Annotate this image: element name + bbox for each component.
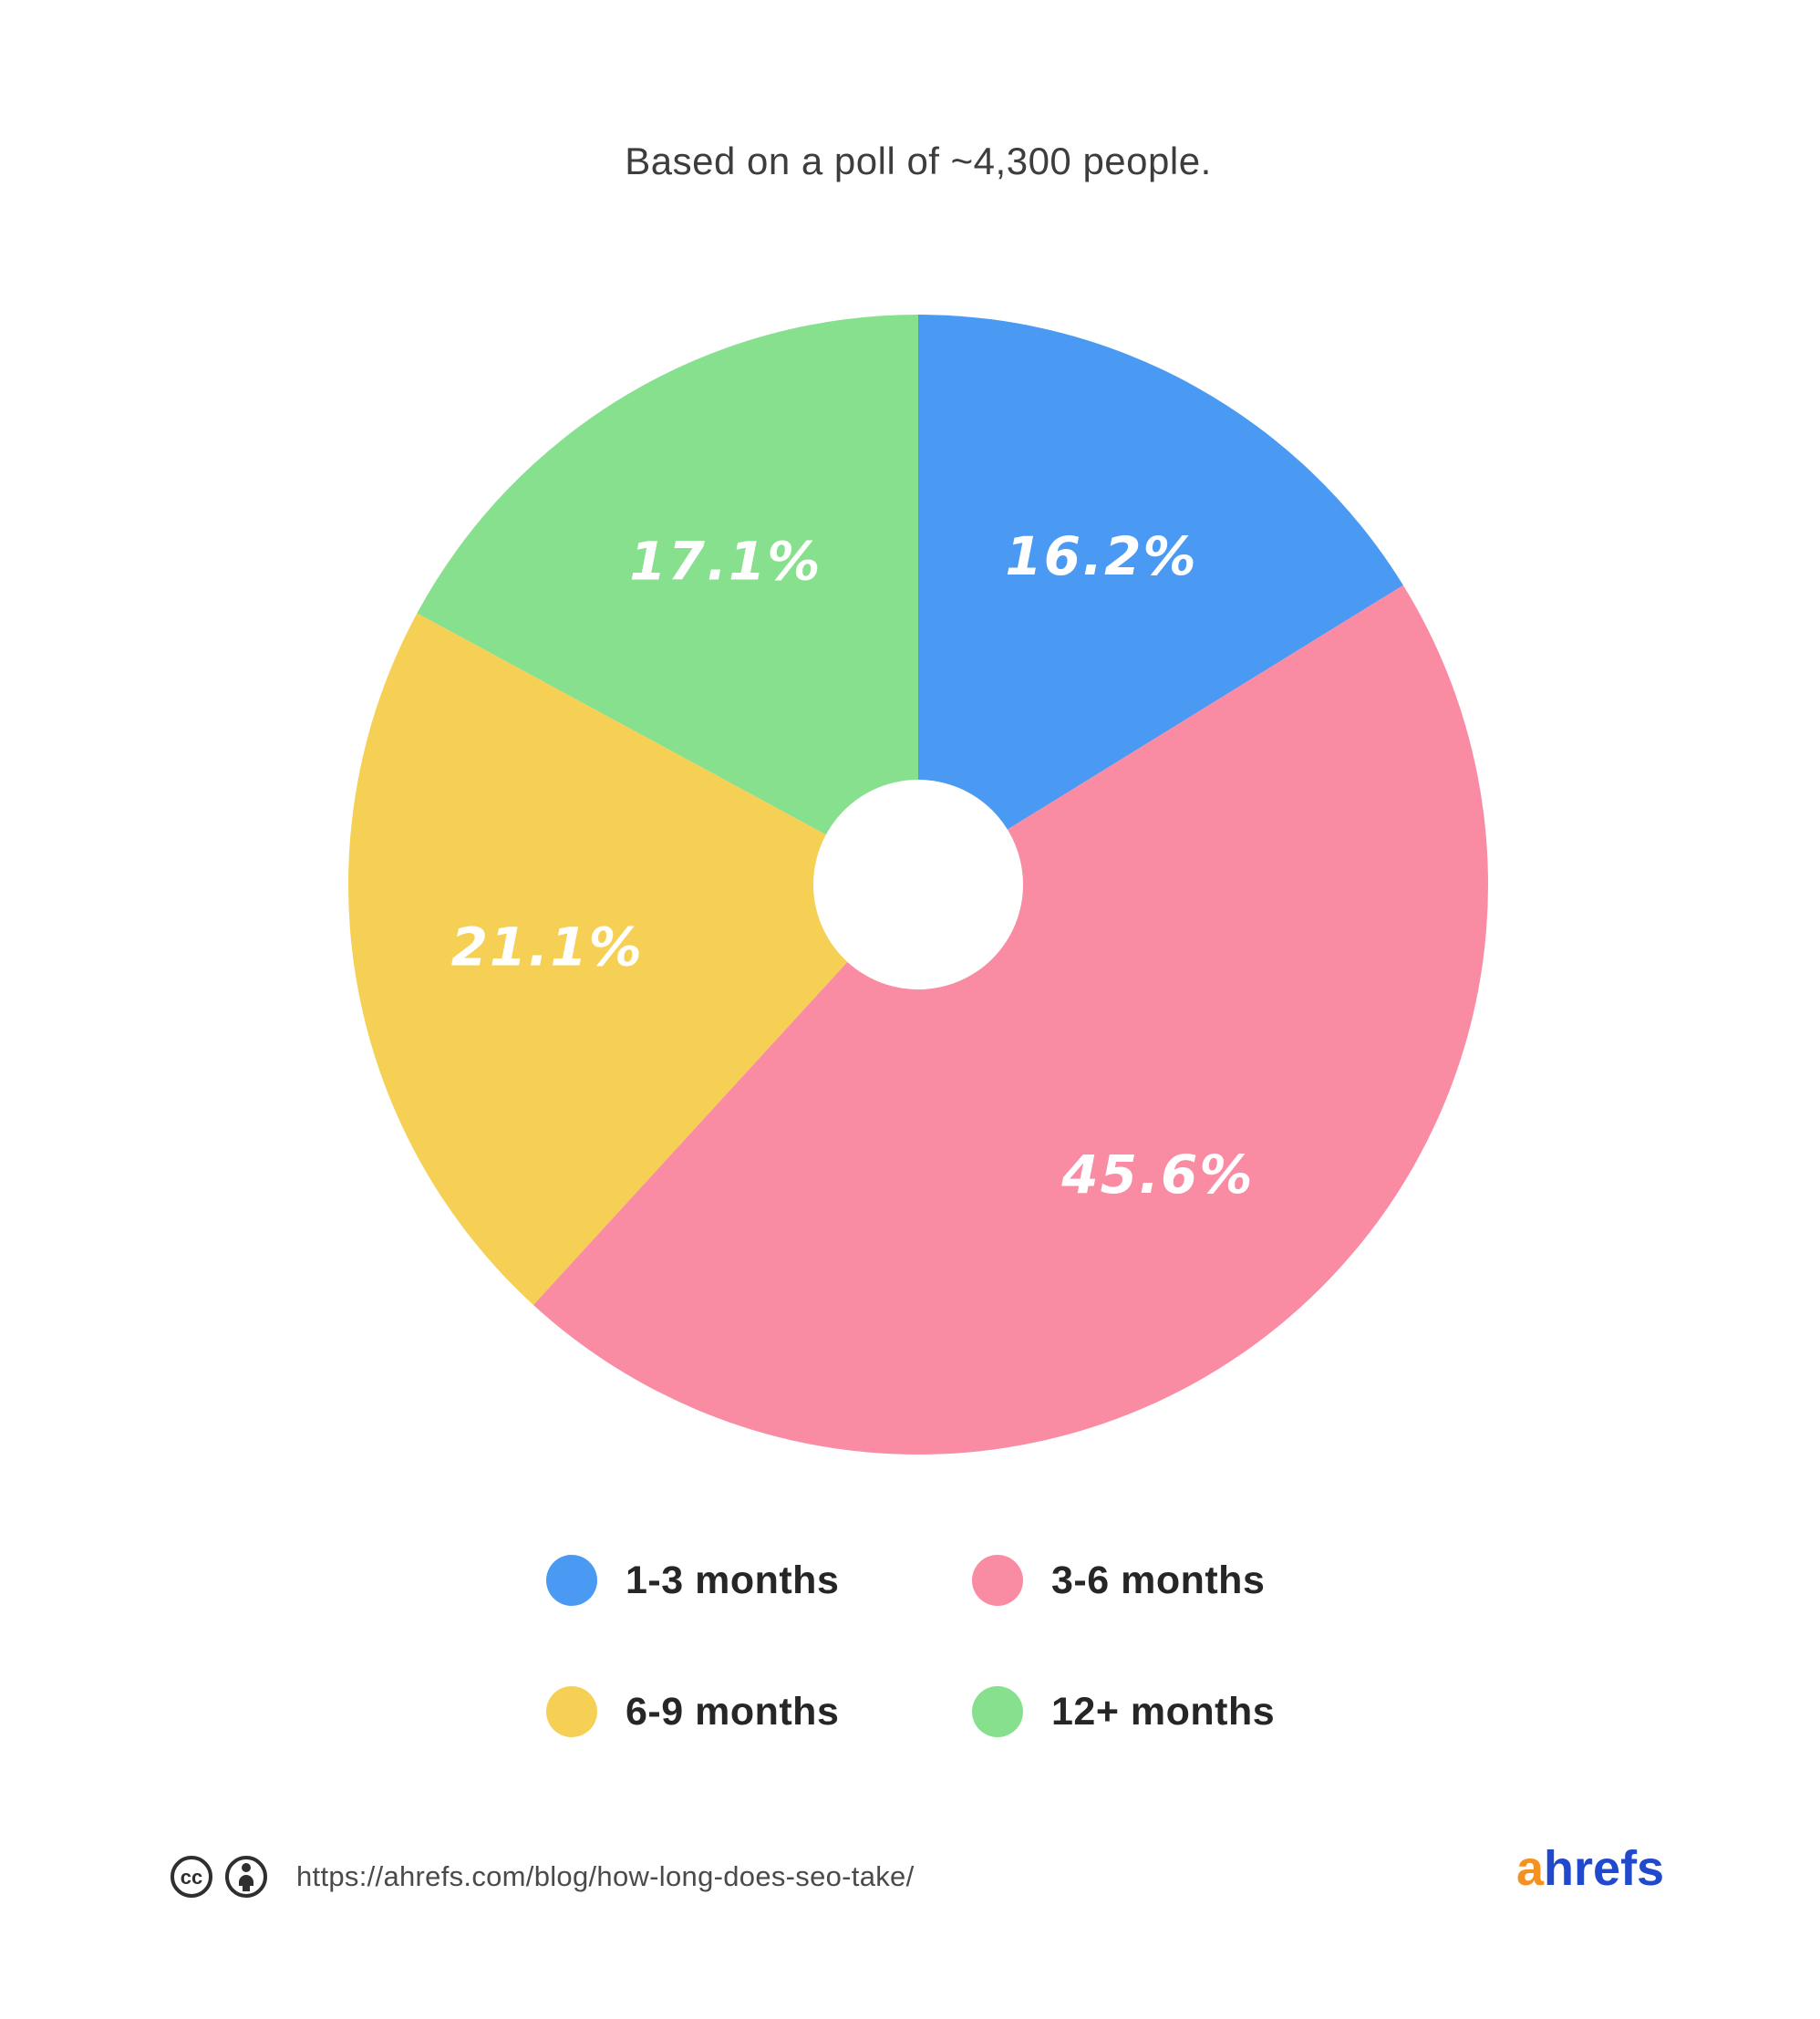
attribution-icon: [225, 1856, 267, 1898]
legend-item: 12+ months: [972, 1685, 1275, 1738]
pie-value-1-3-months: 16.2%: [1005, 525, 1197, 587]
donut-chart: 16.2% 45.6% 21.1% 17.1%: [348, 315, 1488, 1455]
legend-swatch-icon: [972, 1686, 1023, 1737]
ahrefs-logo: ahrefs: [1516, 1840, 1664, 1897]
pie-value-12-months: 17.1%: [629, 531, 822, 593]
ahrefs-logo-hrefs: hrefs: [1544, 1841, 1665, 1896]
legend-item: 1-3 months: [546, 1554, 972, 1607]
pie-slice-6-9-months: [348, 613, 918, 1305]
legend-swatch-icon: [546, 1686, 597, 1737]
chart-title: Based on a poll of ~4,300 people.: [625, 140, 1212, 182]
chart-legend: 1-3 months 3-6 months 6-9 months 12+ months: [546, 1554, 1275, 1738]
svg-text:cc: cc: [181, 1866, 202, 1889]
legend-swatch-icon: [546, 1555, 597, 1606]
cc-icon: cc: [171, 1856, 212, 1898]
legend-item: 3-6 months: [972, 1554, 1275, 1607]
legend-label: 6-9 months: [626, 1689, 840, 1734]
pie-slice-3-6-months: [533, 585, 1488, 1455]
pie-slice-1-3-months: [918, 315, 1403, 885]
legend-item: 6-9 months: [546, 1685, 972, 1738]
license-icons: cc: [169, 1854, 269, 1900]
ahrefs-logo-a: a: [1516, 1841, 1545, 1896]
pie-chart: 16.2% 45.6% 21.1% 17.1%: [348, 315, 1488, 1455]
pie-slice-12-months: [417, 315, 918, 885]
legend-label: 1-3 months: [626, 1558, 840, 1602]
legend-swatch-icon: [972, 1555, 1023, 1606]
source-url: https://ahrefs.com/blog/how-long-does-se…: [296, 1860, 915, 1892]
donut-hole: [813, 780, 1023, 989]
legend-label: 3-6 months: [1051, 1558, 1266, 1602]
pie-value-3-6-months: 45.6%: [1060, 1144, 1254, 1206]
pie-value-6-9-months: 21.1%: [451, 916, 644, 978]
legend-label: 12+ months: [1051, 1689, 1276, 1734]
